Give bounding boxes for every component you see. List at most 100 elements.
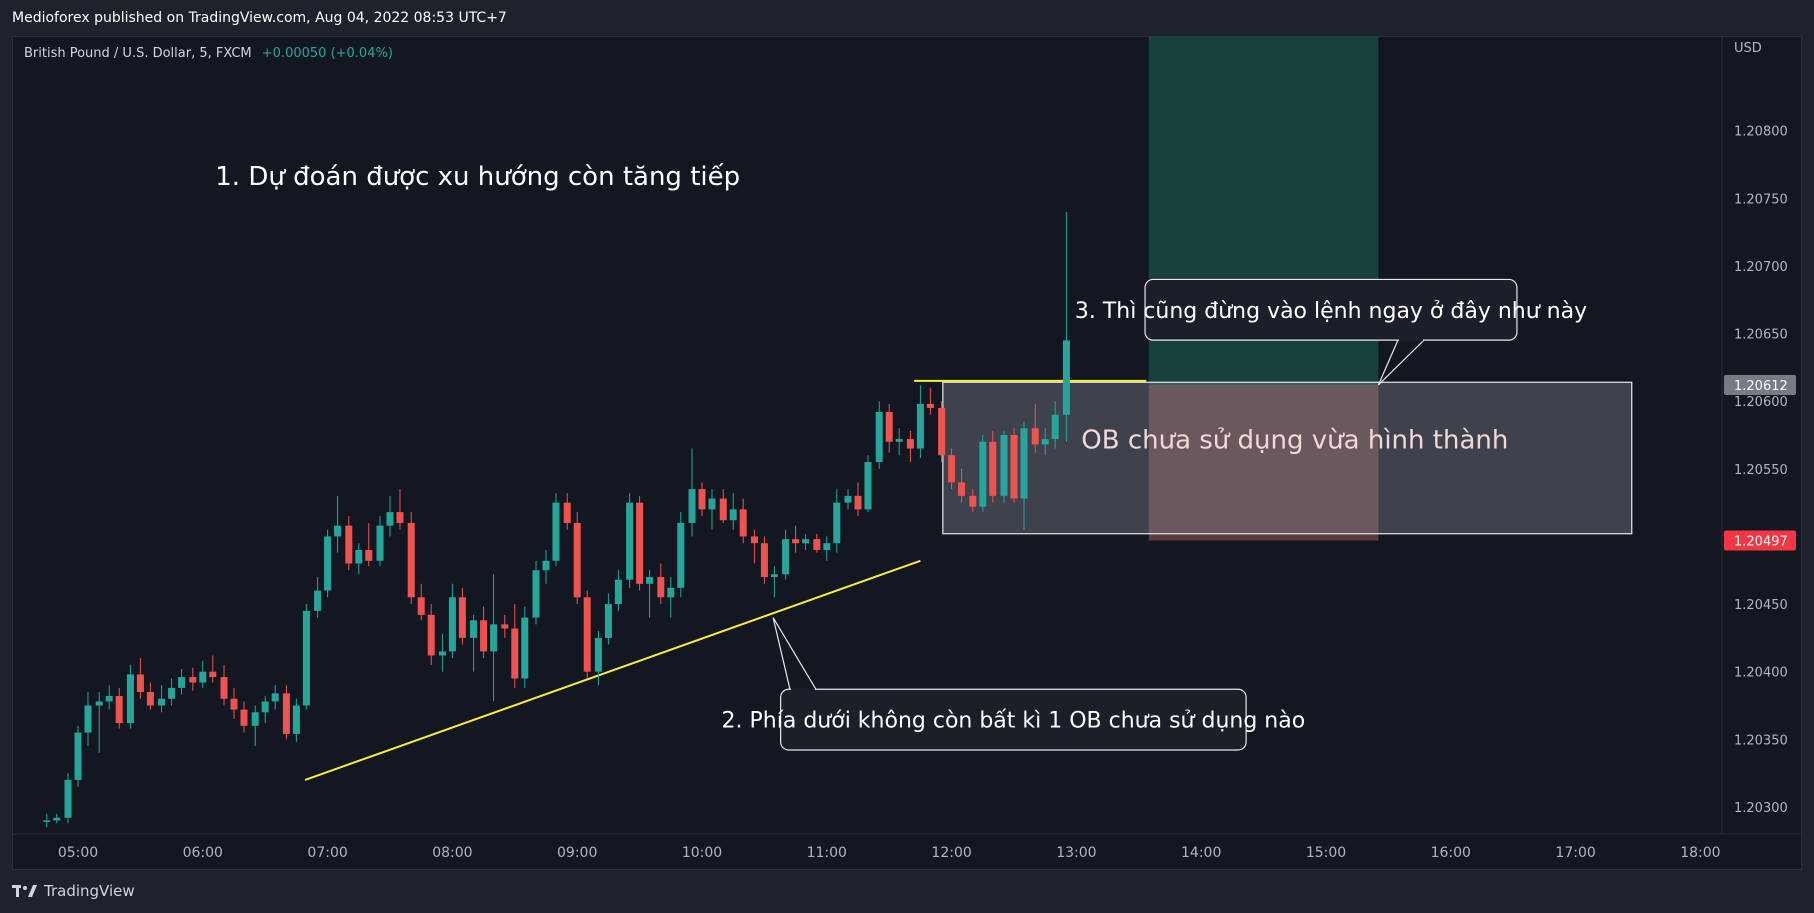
candle-body-5	[95, 701, 103, 706]
candle-body-22	[271, 693, 279, 702]
tradingview-brand[interactable]: TradingView	[12, 882, 135, 900]
candle-body-39	[448, 597, 456, 652]
candle-body-88	[958, 482, 966, 496]
candle-body-59	[657, 577, 665, 598]
x-tick-label: 12:00	[931, 845, 971, 861]
candle-body-34	[396, 512, 404, 523]
footer-bar: TradingView	[0, 870, 1814, 913]
x-tick-label: 10:00	[682, 845, 722, 861]
candle-body-40	[458, 597, 466, 638]
candle-body-64	[708, 498, 716, 510]
candle-body-26	[314, 590, 322, 611]
y-tick-label: 1.20800	[1734, 125, 1788, 140]
annotation-trend: 1. Dự đoán được xu hướng còn tăng tiếp	[215, 162, 740, 192]
candle-body-3	[74, 732, 82, 780]
candle-body-60	[667, 587, 675, 598]
candle-body-51	[573, 522, 581, 598]
price-label-alert-bg	[1724, 530, 1796, 551]
tradingview-brand-label: TradingView	[44, 882, 135, 900]
candle-body-73	[802, 539, 810, 544]
candle-body-72	[792, 539, 800, 544]
candle-body-76	[833, 502, 841, 544]
candle-body-83	[906, 439, 914, 449]
candle-body-42	[480, 620, 488, 652]
candle-body-27	[324, 536, 332, 591]
candle-body-24	[292, 705, 300, 734]
y-tick-label: 1.20350	[1734, 733, 1788, 748]
candle-body-82	[895, 439, 903, 442]
tradingview-logo-icon	[12, 885, 37, 897]
annotation-entry-box	[1144, 278, 1518, 341]
zone-stop	[1148, 384, 1379, 541]
candle-body-69	[760, 543, 768, 578]
annotation-entry-pointer	[1377, 339, 1425, 386]
y-tick-label: 1.20650	[1734, 328, 1788, 343]
y-tick-label: 1.20550	[1734, 463, 1788, 478]
x-tick-label: 18:00	[1680, 845, 1720, 861]
candle-body-94	[1020, 428, 1028, 499]
candle-body-41	[470, 620, 478, 638]
candle-body-68	[750, 536, 758, 544]
candle-body-92	[1000, 435, 1008, 496]
candle-body-11	[158, 698, 166, 706]
candle-body-37	[427, 614, 435, 656]
candle-body-45	[511, 628, 519, 679]
annotation-no-ob-pointer	[772, 617, 817, 690]
candle-body-81	[885, 412, 893, 442]
candle-body-36	[417, 597, 425, 615]
x-tick-label: 05:00	[58, 845, 98, 861]
candle-body-35	[407, 522, 415, 598]
candle-body-78	[854, 495, 862, 510]
candle-body-77	[844, 495, 852, 503]
candle-body-49	[552, 502, 560, 561]
candle-body-74	[813, 539, 821, 550]
candle-body-84	[916, 403, 924, 449]
candle-body-4	[84, 705, 92, 733]
candle-body-65	[719, 498, 727, 521]
x-tick-label: 14:00	[1181, 845, 1221, 861]
candle-body-32	[376, 525, 384, 561]
candle-body-86	[938, 407, 946, 456]
candle-body-23	[282, 693, 290, 734]
price-label-alert: 1.20497	[1734, 534, 1788, 549]
candle-body-89	[969, 495, 977, 507]
candle-body-2	[64, 779, 72, 818]
candle-body-13	[178, 677, 186, 688]
candle-body-48	[542, 560, 550, 571]
candle-body-62	[688, 489, 696, 523]
x-tick-label: 13:00	[1056, 845, 1096, 861]
symbol-legend: British Pound / U.S. Dollar, 5, FXCM +0.…	[24, 46, 393, 61]
x-tick-label: 16:00	[1431, 845, 1471, 861]
candle-body-91	[989, 441, 997, 496]
price-label-last: 1.20612	[1734, 379, 1788, 394]
candle-body-85	[926, 403, 934, 408]
candle-body-46	[521, 617, 529, 679]
x-tick-label: 07:00	[307, 845, 347, 861]
candle-body-52	[583, 597, 591, 672]
currency-label: USD	[1734, 41, 1762, 56]
candle-body-70	[770, 574, 778, 578]
publish-info: Medioforex published on TradingView.com,…	[12, 10, 507, 26]
candle-body-53	[594, 637, 602, 672]
candle-body-87	[948, 455, 956, 483]
y-tick-label: 1.20400	[1734, 666, 1788, 681]
annotation-no-ob-box	[780, 688, 1247, 751]
symbol-change: +0.00050 (+0.04%)	[261, 46, 393, 61]
candle-body-33	[386, 512, 394, 526]
candle-body-58	[646, 577, 654, 584]
x-tick-label: 11:00	[807, 845, 847, 861]
x-tick-label: 09:00	[557, 845, 597, 861]
candle-body-67	[739, 509, 747, 537]
y-tick-label: 1.20700	[1734, 260, 1788, 275]
candle-body-80	[875, 412, 883, 463]
candle-body-79	[864, 462, 872, 510]
candle-body-98	[1062, 340, 1070, 415]
candle-body-71	[782, 539, 790, 575]
candle-body-30	[355, 549, 363, 564]
candle-body-0	[43, 820, 51, 822]
candle-body-57	[636, 502, 644, 584]
candle-body-50	[563, 502, 571, 523]
candle-body-14	[189, 677, 197, 683]
candle-body-56	[626, 502, 634, 580]
